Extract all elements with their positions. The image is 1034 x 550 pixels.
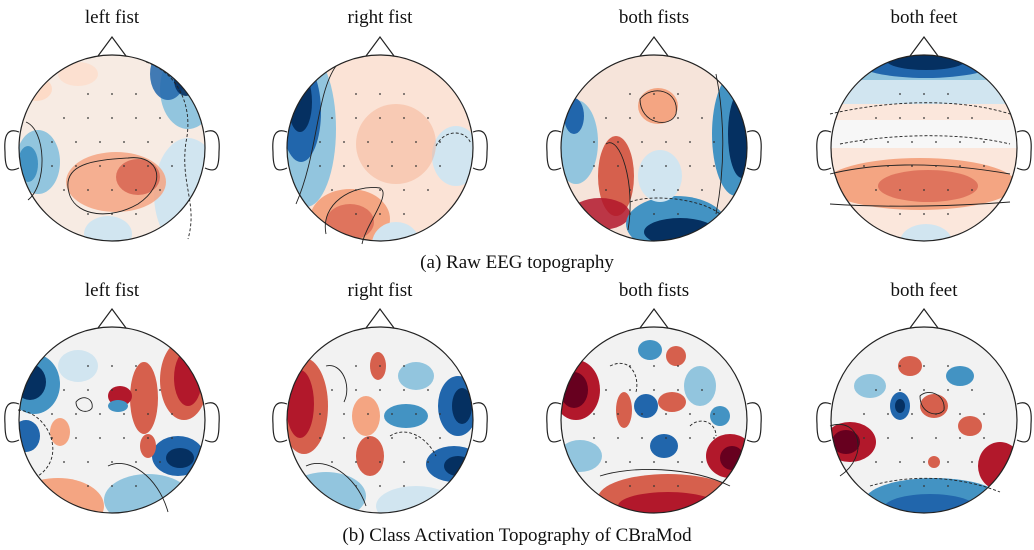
panel-label-b-right-fist: right fist xyxy=(347,280,413,301)
topomap-b-both-feet xyxy=(816,307,1032,514)
caption-row-b: (b) Class Activation Topography of CBraM… xyxy=(342,525,692,546)
topomap-a-left-fist xyxy=(4,35,220,242)
topomap-b-left-fist xyxy=(4,307,220,514)
topomap-a-right-fist xyxy=(272,35,488,245)
panel-label-a-left-fist: left fist xyxy=(84,7,140,28)
panel-label-b-both-feet: both feet xyxy=(890,280,958,301)
panel-label-a-both-fists: both fists xyxy=(618,7,690,28)
panel-label-b-both-fists: both fists xyxy=(618,280,690,301)
topomap-b-both-fists xyxy=(546,307,762,514)
panel-label-a-both-feet: both feet xyxy=(890,7,958,28)
topomap-a-both-feet xyxy=(816,35,1032,242)
topomap-b-right-fist xyxy=(272,307,488,514)
caption-row-a: (a) Raw EEG topography xyxy=(420,252,614,273)
panel-label-a-right-fist: right fist xyxy=(347,7,413,28)
topomap-a-both-fists xyxy=(546,35,762,242)
panel-label-b-left-fist: left fist xyxy=(84,280,140,301)
